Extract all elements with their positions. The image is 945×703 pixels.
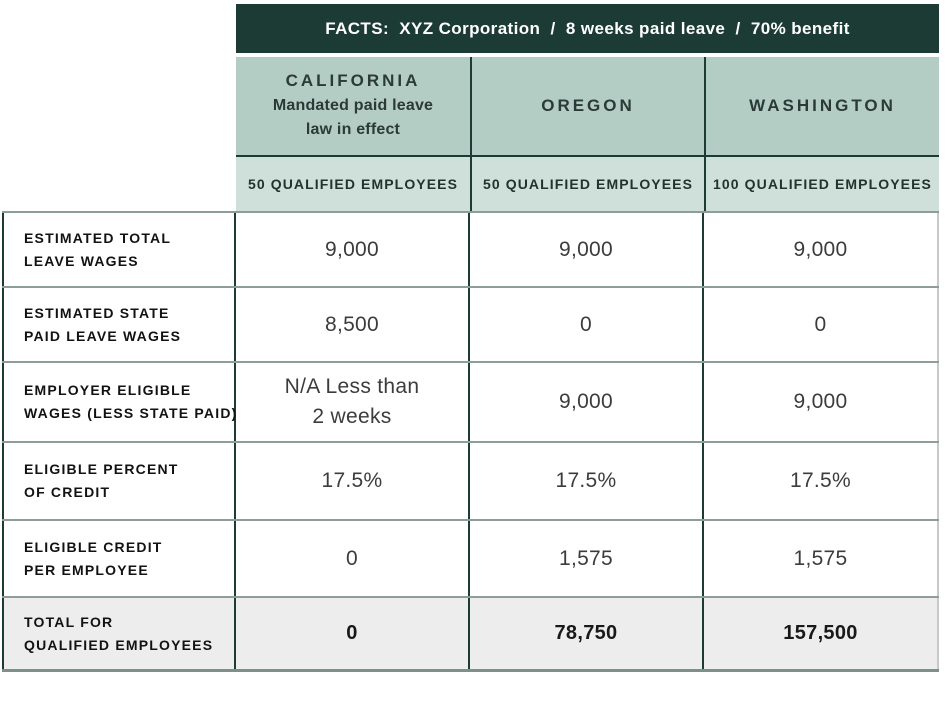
na-note-line2: 2 weeks	[312, 405, 392, 428]
row-label-line2: OF CREDIT	[24, 484, 111, 500]
cell-washington: 9,000	[704, 363, 939, 441]
state-name-washington: WASHINGTON	[749, 96, 896, 115]
cell-california: 9,000	[236, 213, 470, 286]
cell-oregon: 9,000	[470, 363, 704, 441]
california-subtitle-line2: law in effect	[305, 120, 401, 138]
row-label: TOTAL FOR QUALIFIED EMPLOYEES	[2, 598, 236, 669]
qualified-california: 50 QUALIFIED EMPLOYEES	[236, 157, 470, 211]
cell-washington: 1,575	[704, 521, 939, 596]
cell-oregon: 1,575	[470, 521, 704, 596]
cell-oregon-total: 78,750	[470, 598, 704, 669]
cell-washington: 0	[704, 288, 939, 361]
facts-header-text: FACTS: XYZ Corporation / 8 weeks paid le…	[325, 18, 850, 38]
cell-oregon: 0	[470, 288, 704, 361]
column-header-california: CALIFORNIA Mandated paid leave law in ef…	[236, 57, 470, 157]
row-label-line1: ESTIMATED TOTAL	[24, 229, 172, 246]
cell-california: 17.5%	[236, 443, 470, 519]
cell-washington: 9,000	[704, 213, 939, 286]
row-label-line1: ELIGIBLE CREDIT	[24, 538, 163, 555]
na-note-line1: N/A Less than	[284, 375, 420, 398]
qualified-oregon: 50 QUALIFIED EMPLOYEES	[470, 157, 704, 211]
qualified-washington: 100 QUALIFIED EMPLOYEES	[704, 157, 939, 211]
row-label: ELIGIBLE PERCENT OF CREDIT	[2, 443, 236, 519]
state-header-row: CALIFORNIA Mandated paid leave law in ef…	[2, 57, 939, 157]
cell-washington: 17.5%	[704, 443, 939, 519]
california-subtitle-line1: Mandated paid leave	[272, 96, 434, 114]
table-row-estimated-total-leave-wages: ESTIMATED TOTAL LEAVE WAGES 9,000 9,000 …	[2, 213, 939, 288]
facts-row-spacer	[2, 4, 236, 53]
column-header-oregon: OREGON	[470, 57, 704, 157]
cell-california: N/A Less than 2 weeks	[236, 363, 470, 441]
table-row-estimated-state-paid-leave-wages: ESTIMATED STATE PAID LEAVE WAGES 8,500 0…	[2, 288, 939, 363]
row-label-line1: EMPLOYER ELIGIBLE	[24, 382, 192, 398]
state-name-oregon: OREGON	[541, 96, 635, 115]
facts-header-bar: FACTS: XYZ Corporation / 8 weeks paid le…	[236, 4, 939, 53]
row-label: EMPLOYER ELIGIBLE WAGES (LESS STATE PAID…	[2, 363, 236, 441]
row-label: ELIGIBLE CREDIT PER EMPLOYEE	[2, 521, 236, 596]
comparison-table: FACTS: XYZ Corporation / 8 weeks paid le…	[2, 4, 939, 672]
row-label-line2: LEAVE WAGES	[24, 252, 139, 269]
qualified-row-spacer	[2, 157, 236, 211]
row-label-line2: PER EMPLOYEE	[24, 561, 149, 578]
table-row-eligible-percent-of-credit: ELIGIBLE PERCENT OF CREDIT 17.5% 17.5% 1…	[2, 443, 939, 521]
row-label-line1: ESTIMATED STATE	[24, 304, 170, 321]
cell-washington-total: 157,500	[704, 598, 939, 669]
row-label-line2: WAGES (LESS STATE PAID)	[24, 405, 238, 421]
row-label-line1: TOTAL FOR	[24, 613, 114, 630]
row-label: ESTIMATED STATE PAID LEAVE WAGES	[2, 288, 236, 361]
table-row-employer-eligible-wages: EMPLOYER ELIGIBLE WAGES (LESS STATE PAID…	[2, 363, 939, 443]
table-body: ESTIMATED TOTAL LEAVE WAGES 9,000 9,000 …	[2, 211, 939, 672]
state-name-california: CALIFORNIA	[285, 70, 421, 90]
row-label-line1: ELIGIBLE PERCENT	[24, 461, 179, 477]
state-header-spacer	[2, 57, 236, 157]
cell-oregon: 17.5%	[470, 443, 704, 519]
row-label: ESTIMATED TOTAL LEAVE WAGES	[2, 213, 236, 286]
qualified-employees-row: 50 QUALIFIED EMPLOYEES 50 QUALIFIED EMPL…	[2, 157, 939, 211]
cell-california: 0	[236, 521, 470, 596]
table-row-total-for-qualified-employees: TOTAL FOR QUALIFIED EMPLOYEES 0 78,750 1…	[2, 598, 939, 672]
california-subtitle: Mandated paid leave law in effect	[273, 94, 433, 142]
row-label-line2: QUALIFIED EMPLOYEES	[24, 636, 214, 653]
row-label-line2: PAID LEAVE WAGES	[24, 327, 182, 344]
facts-row: FACTS: XYZ Corporation / 8 weeks paid le…	[2, 4, 939, 53]
table-row-eligible-credit-per-employee: ELIGIBLE CREDIT PER EMPLOYEE 0 1,575 1,5…	[2, 521, 939, 598]
cell-california: 8,500	[236, 288, 470, 361]
cell-oregon: 9,000	[470, 213, 704, 286]
column-header-washington: WASHINGTON	[704, 57, 939, 157]
cell-california-total: 0	[236, 598, 470, 669]
